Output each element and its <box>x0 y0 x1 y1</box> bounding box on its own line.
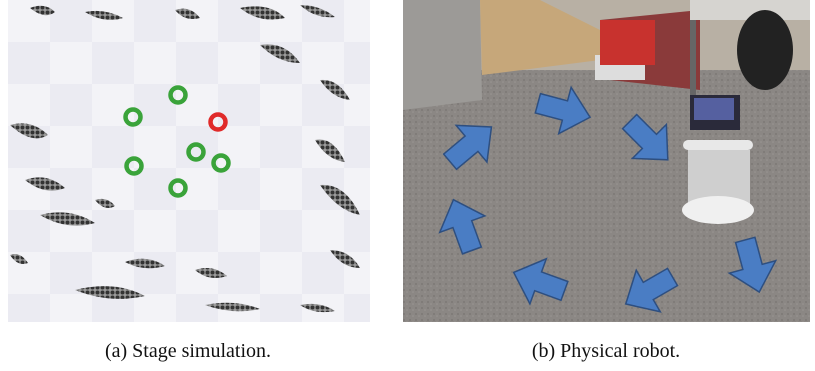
page: (a) Stage simulation. (b) Physical robot… <box>0 0 815 371</box>
caption: (b) Physical robot. <box>532 340 680 362</box>
caption: (a) Stage simulation. <box>105 340 271 362</box>
figure: (a) Stage simulation. (b) Physical robot… <box>0 0 815 371</box>
simulation-image <box>8 0 370 322</box>
robot-photo <box>403 0 810 325</box>
